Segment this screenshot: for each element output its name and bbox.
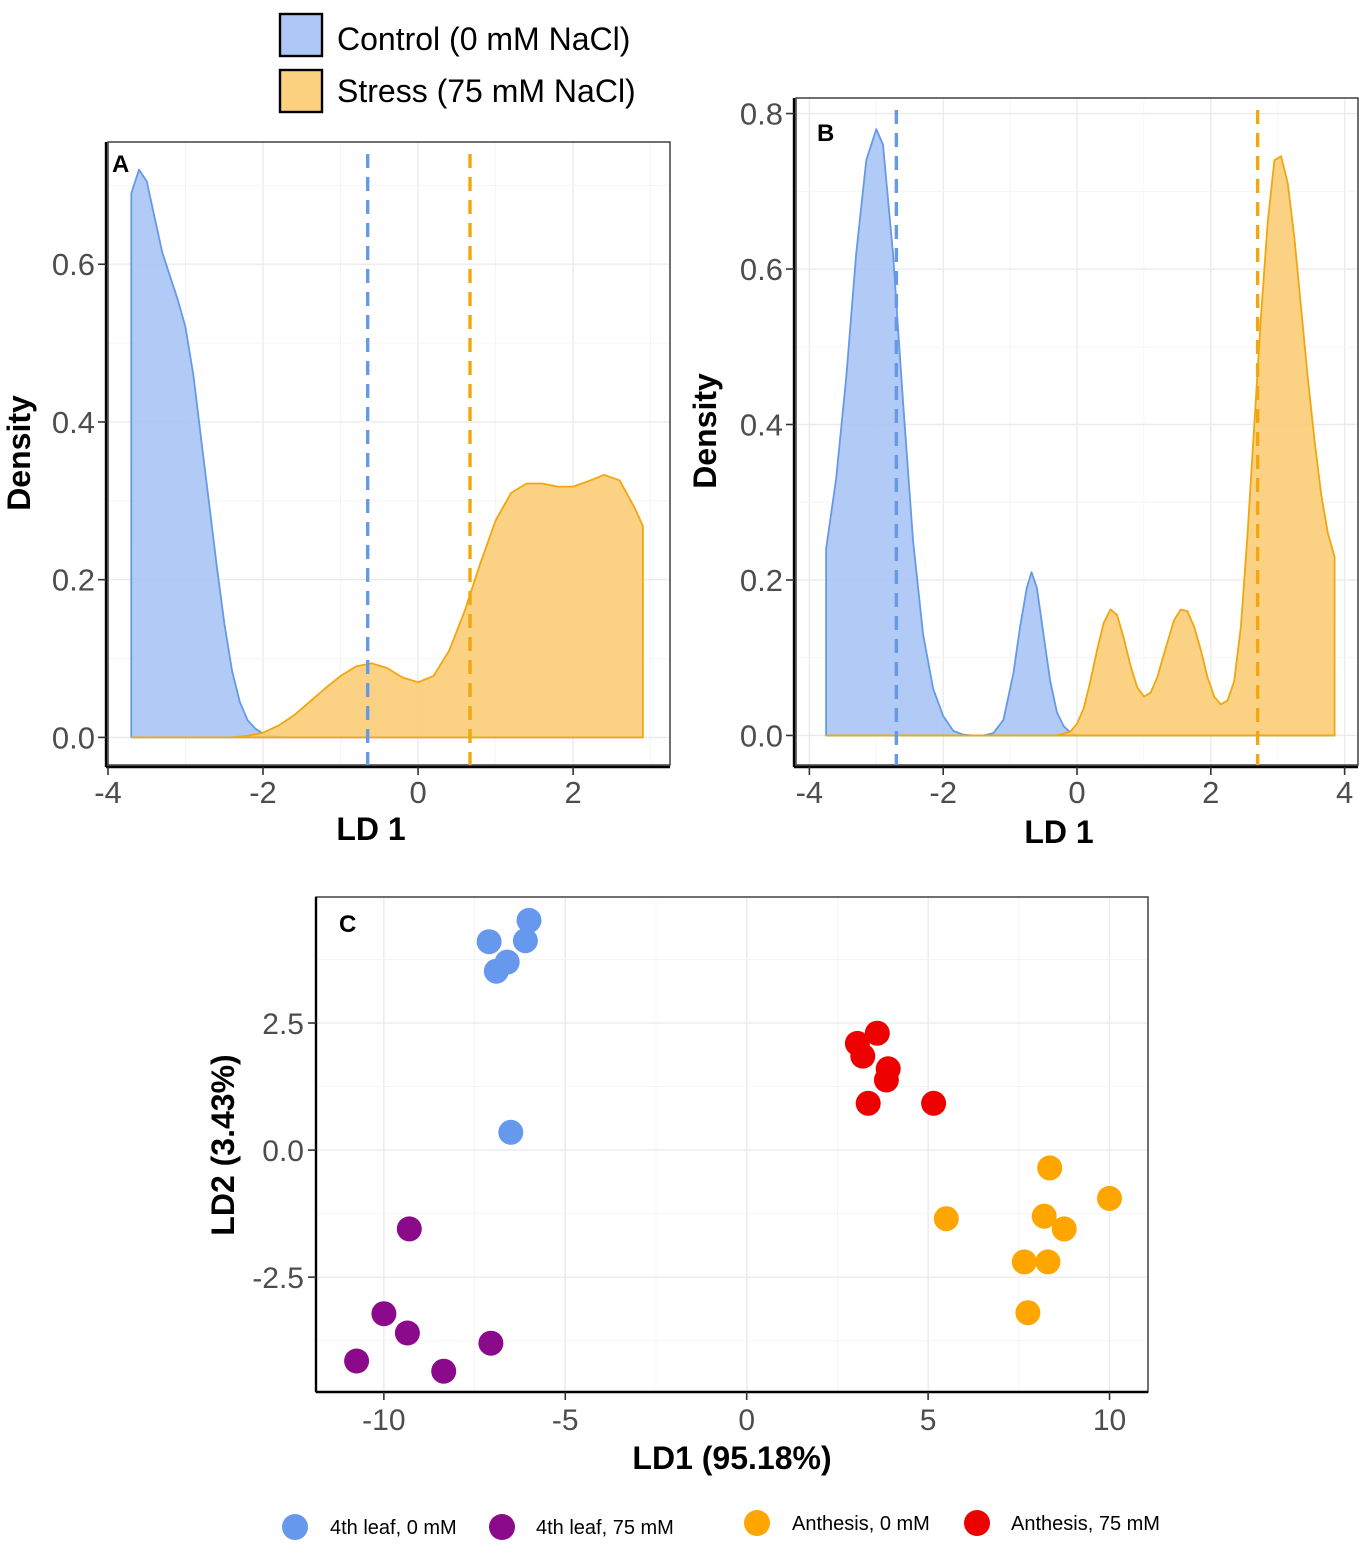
scatter-point [850, 1043, 876, 1069]
scatter-point [933, 1206, 959, 1232]
y-tick-label: 0.4 [740, 408, 783, 443]
y-tick-label: 0.2 [52, 563, 95, 598]
y-tick-label: 0.0 [262, 1135, 304, 1168]
scatter-point [1051, 1216, 1077, 1242]
scatter-point [1097, 1185, 1122, 1211]
x-axis-title: LD 1 [336, 811, 405, 847]
y-axis-title: Density [1, 395, 37, 511]
x-tick-label: 10 [1093, 1404, 1126, 1437]
legend-label: 4th leaf, 0 mM [330, 1517, 457, 1539]
scatter-point [483, 958, 509, 984]
x-axis-title: LD 1 [1024, 814, 1093, 850]
x-tick-label: 2 [1202, 775, 1219, 810]
x-tick-label: 0 [1068, 775, 1085, 810]
x-tick-label: -4 [796, 775, 824, 810]
y-tick-label: -2.5 [252, 1262, 304, 1295]
legend-swatch-control [278, 12, 324, 58]
gridlines [796, 98, 1358, 765]
scatter-point [512, 928, 538, 954]
y-axis-title: LD2 (3.43%) [205, 1054, 241, 1235]
scatter-point [1011, 1249, 1037, 1275]
y-tick-label: 0.8 [740, 97, 783, 132]
x-axis-title: LD1 (95.18%) [632, 1440, 831, 1476]
top-legend: Control (0 mM NaCl) Stress (75 mM NaCl) [278, 12, 636, 114]
scatter-point [344, 1348, 370, 1374]
x-tick-label: -5 [552, 1404, 579, 1437]
panel-frame [107, 141, 671, 766]
legend-marker [964, 1510, 990, 1536]
legend-label: Anthesis, 0 mM [792, 1513, 930, 1535]
scatter-point [1015, 1300, 1041, 1326]
y-tick-label: 0.0 [52, 720, 95, 755]
series-anthesis-75-mm [844, 1020, 947, 1116]
y-tick-label: 0.0 [740, 718, 783, 753]
x-tick-label: 2 [564, 775, 581, 810]
panel-a: -4 -2 0 2 0.0 0.2 0.4 0.6 A LD 1 Density [1, 141, 671, 847]
legend-marker [744, 1510, 770, 1536]
gridlines [316, 897, 1148, 1392]
panel-tag: A [112, 151, 129, 178]
y-tick-label: 0.6 [740, 252, 783, 287]
scatter-point [855, 1090, 881, 1116]
panel-tag: B [817, 120, 834, 147]
y-tick-label: 0.6 [52, 247, 95, 282]
scatter-point [431, 1358, 457, 1384]
scatter-point [864, 1020, 890, 1046]
x-tick-label: -2 [249, 775, 277, 810]
x-tick-label: -2 [929, 775, 957, 810]
scatter-point [396, 1216, 422, 1242]
stress-density-area [825, 155, 1336, 737]
y-tick-label: 0.2 [740, 563, 783, 598]
x-tick-label: 5 [920, 1404, 937, 1437]
legend-marker [282, 1514, 308, 1540]
y-tick-label: 0.4 [52, 405, 95, 440]
legend-swatch-stress [278, 68, 324, 114]
panel-tag: C [339, 911, 356, 938]
legend-marker [489, 1514, 515, 1540]
series-4th-leaf-0-mm [476, 907, 542, 1145]
scatter-point [873, 1067, 899, 1093]
scatter-point [478, 1330, 504, 1356]
x-tick-label: 4 [1336, 775, 1353, 810]
x-tick-label: -4 [94, 775, 122, 810]
scatter-point [1031, 1203, 1057, 1229]
series-anthesis-0-mm [933, 1155, 1122, 1326]
bottom-legend: 4th leaf, 0 mM 4th leaf, 75 mM Anthesis, 0… [282, 1510, 1160, 1540]
scatter-point [498, 1119, 524, 1145]
scatter-point [1035, 1249, 1061, 1275]
panel-b: -4 -2 0 2 4 0.0 0.2 0.4 0.6 0.8 B LD 1 Density [687, 97, 1359, 850]
scatter-point [476, 929, 502, 955]
x-tick-label: -10 [362, 1404, 405, 1437]
y-axis-title: Density [687, 373, 723, 489]
y-tick-label: 2.5 [262, 1008, 304, 1041]
x-tick-label: 0 [409, 775, 426, 810]
scatter-point [921, 1090, 947, 1116]
scatter-point [371, 1301, 397, 1327]
legend-label-control: Control (0 mM NaCl) [337, 21, 630, 57]
scatter-point [394, 1320, 420, 1346]
x-tick-label: 0 [738, 1404, 755, 1437]
legend-label-stress: Stress (75 mM NaCl) [337, 73, 636, 109]
series-4th-leaf-75-mm [344, 1216, 504, 1384]
panel-c: -10 -5 0 5 10 2.5 0.0 -2.5 C LD1 (95.18%) LD2 (3.4… [205, 896, 1149, 1476]
legend-label: 4th leaf, 75 mM [536, 1517, 674, 1539]
panel-frame [795, 97, 1359, 766]
stress-density-area [130, 473, 644, 739]
scatter-point [1037, 1155, 1063, 1181]
legend-label: Anthesis, 75 mM [1011, 1513, 1160, 1535]
scatter-point [516, 907, 542, 933]
